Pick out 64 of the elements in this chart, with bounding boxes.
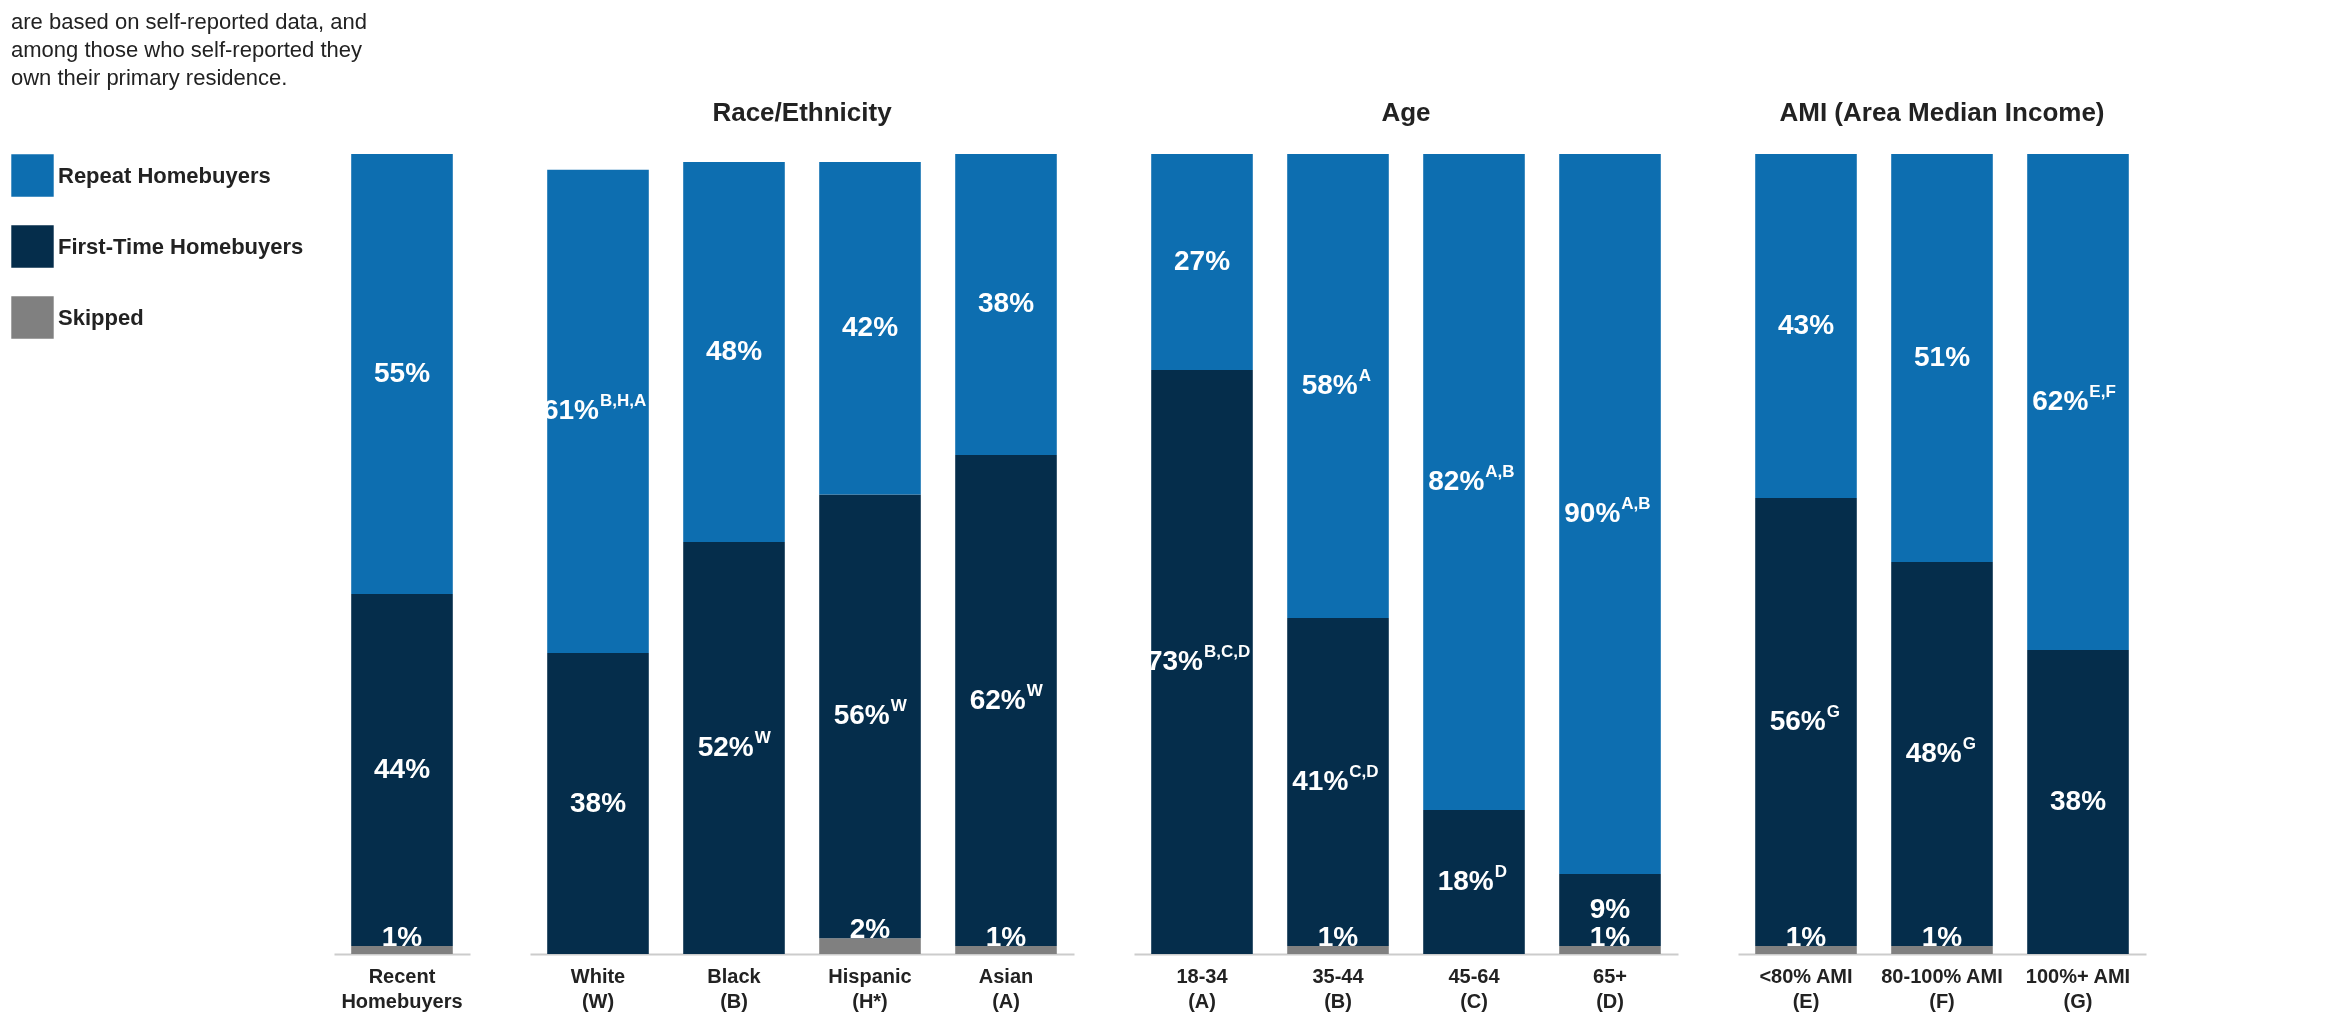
bar (2027, 154, 2129, 650)
bar (547, 169, 649, 654)
bar (1891, 562, 1993, 946)
data-label: 2% (849, 913, 891, 945)
x-tick-label: 100%+ AMI (G) (2025, 964, 2131, 1012)
bar (1423, 154, 1525, 810)
bar (1287, 618, 1389, 946)
bar (1559, 946, 1661, 954)
data-label: 1% (1317, 921, 1359, 952)
bar (1151, 370, 1253, 954)
data-label: 38% (2049, 785, 2107, 816)
legend-label: Skipped (58, 304, 144, 330)
x-tick-label: Black (B) (707, 964, 762, 1012)
data-label: 1% (1785, 921, 1827, 952)
data-label: 43% (1777, 309, 1835, 340)
x-tick-label: 45-64 (C) (1448, 964, 1501, 1012)
bar (819, 161, 921, 495)
bar (1287, 154, 1389, 618)
data-label: 9% (1589, 893, 1631, 924)
data-label: 1% (1589, 921, 1631, 952)
x-tick-label: 65+ (D) (1593, 964, 1627, 1012)
bar (1755, 946, 1857, 954)
bar (1151, 154, 1253, 370)
x-tick-label: 80-100% AMI (F) (1881, 964, 2003, 1012)
x-tick-label: White (W) (570, 964, 626, 1012)
data-label: 55% (373, 357, 431, 388)
bar (1891, 946, 1993, 954)
bar (683, 542, 785, 954)
data-label: 48% (705, 335, 763, 367)
bar (1423, 810, 1525, 954)
bar (1755, 154, 1857, 498)
data-label: 44% (373, 753, 431, 784)
bar (1559, 154, 1661, 874)
text: are based on self-reported data, and among those who self-reported they own their primary residence. (11, 9, 367, 90)
bar (819, 938, 921, 954)
data-label: 42% (841, 311, 899, 343)
bar (1755, 498, 1857, 946)
bar (547, 653, 649, 954)
x-tick-label: 35-44 (B) (1312, 964, 1365, 1012)
data-label: 38% (977, 287, 1035, 319)
bar (819, 494, 921, 939)
x-tick-label: 18-34 (A) (1176, 964, 1229, 1012)
bar (683, 161, 785, 543)
bar (955, 454, 1057, 947)
x-tick-label: Hispanic (H*) (828, 964, 912, 1012)
x-tick-label: Recent Homebuyers (341, 964, 463, 1012)
bar (2027, 650, 2129, 954)
chart-title: Age (1381, 97, 1431, 127)
data-label: 1% (1921, 921, 1963, 952)
data-label: 1% (381, 921, 423, 952)
bar (1891, 154, 1993, 562)
data-label: 38% (569, 786, 627, 818)
x-tick-label: <80% AMI (E) (1759, 964, 1853, 1012)
chart-title: AMI (Area Median Income) (1779, 97, 2105, 127)
legend-label: First-Time Homebuyers (58, 233, 304, 259)
bar (1287, 946, 1389, 954)
bar (955, 154, 1057, 455)
bar (955, 946, 1057, 954)
data-label: 27% (1173, 245, 1231, 276)
legend-label: Repeat Homebuyers (58, 162, 271, 188)
chart-title: Race/Ethnicity (712, 97, 893, 127)
data-label: 1% (985, 921, 1027, 953)
x-tick-label: Asian (A) (978, 964, 1034, 1012)
data-label: 51% (1913, 341, 1971, 372)
